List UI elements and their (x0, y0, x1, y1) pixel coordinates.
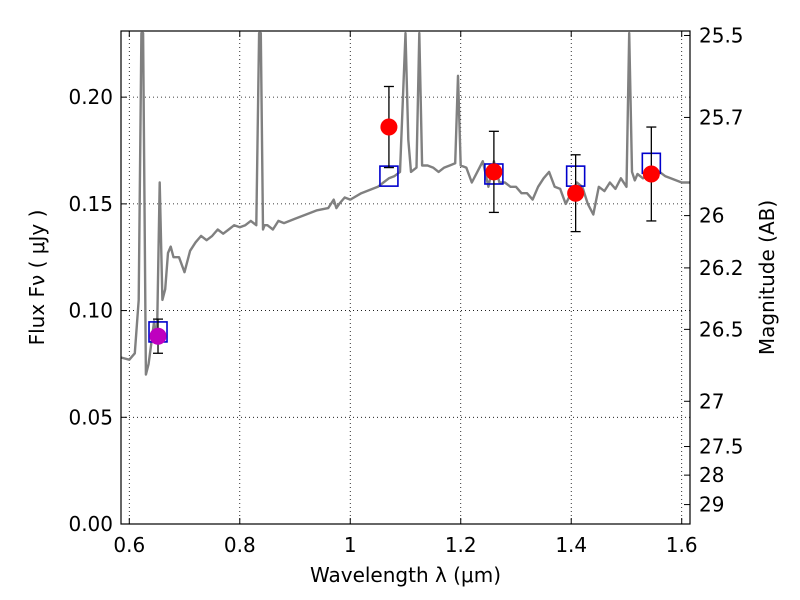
x-tick-label: 1.2 (445, 533, 477, 557)
y2-tick-label: 25.5 (699, 23, 744, 47)
y-axis-title: Flux Fν ( μJy ) (25, 210, 49, 346)
x-tick-label: 0.8 (224, 533, 256, 557)
y-tick-label: 0.15 (68, 192, 113, 216)
ticks: 0.6 0.8 1 1.2 1.4 1.6 0.00 0.05 0.10 0.15 0.20 25.5… (68, 23, 743, 557)
y2-tick-label: 26 (699, 204, 724, 228)
y2-tick-label: 25.7 (699, 105, 744, 129)
observed-data-point (380, 118, 398, 136)
y-tick-label: 0.05 (68, 405, 113, 429)
y2-tick-label: 28 (699, 463, 724, 487)
y-tick-label: 0.00 (68, 512, 113, 536)
x-tick-label: 0.6 (113, 533, 145, 557)
y2-tick-label: 26.5 (699, 317, 744, 341)
model-spectrum-line (120, 31, 690, 376)
y2-tick-label: 29 (699, 493, 724, 517)
observed-data-point (642, 165, 660, 183)
plot-series (120, 31, 690, 376)
plot-frame (120, 30, 691, 525)
y2-tick-label: 27 (699, 389, 724, 413)
x-tick-label: 1.6 (666, 533, 698, 557)
x-tick-label: 1 (344, 533, 357, 557)
x-axis-title: Wavelength λ (μm) (310, 563, 501, 587)
grid (121, 31, 690, 525)
y-tick-label: 0.10 (68, 299, 113, 323)
photometric-data-point (149, 327, 167, 345)
y2-tick-label: 27.5 (699, 435, 744, 459)
observed-data-point (485, 163, 503, 181)
observed-data-point (567, 184, 585, 202)
y-tick-label: 0.20 (68, 85, 113, 109)
y2-tick-label: 26.2 (699, 256, 744, 280)
x-tick-label: 1.4 (555, 533, 587, 557)
y2-axis-title: Magnitude (AB) (755, 200, 779, 355)
